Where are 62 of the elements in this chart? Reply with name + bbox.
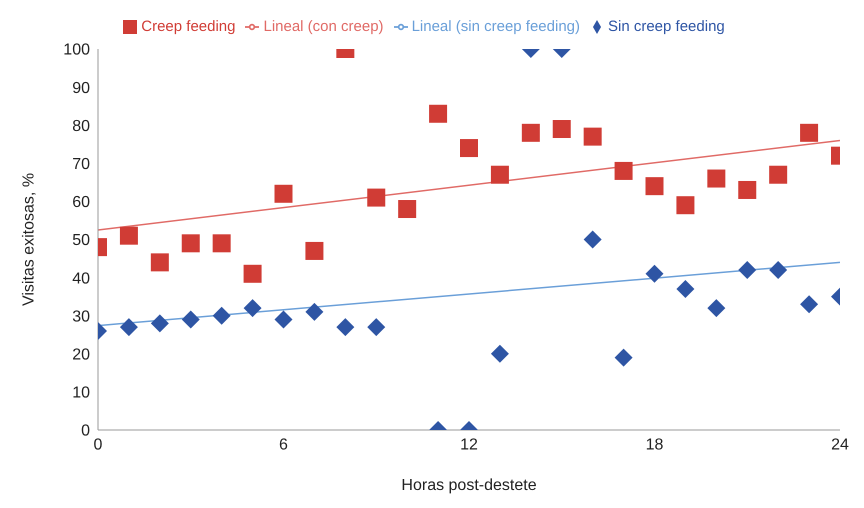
point <box>150 314 169 332</box>
point <box>305 242 324 260</box>
point <box>398 200 416 218</box>
point <box>614 162 633 180</box>
point <box>490 344 509 363</box>
point <box>584 230 602 248</box>
point <box>646 264 664 283</box>
y-tick-label: 20 <box>72 346 90 364</box>
point <box>212 234 231 252</box>
legend-label: Creep feeding <box>141 18 236 35</box>
x-tick-label: 0 <box>94 436 103 454</box>
point <box>738 180 756 199</box>
point <box>274 184 292 203</box>
y-tick-label: 50 <box>72 232 90 250</box>
y-tick-label: 30 <box>72 308 90 326</box>
y-tick-label: 90 <box>72 80 90 97</box>
point <box>707 299 726 318</box>
point <box>614 348 633 367</box>
y-axis-title: Visitas exitosas, % <box>20 172 38 306</box>
point <box>707 170 726 188</box>
point <box>182 310 200 329</box>
y-tick-label: 70 <box>72 156 90 173</box>
point <box>120 318 138 336</box>
point <box>676 196 694 214</box>
point <box>429 104 448 123</box>
legend-label: Sin creep feeding <box>608 18 725 35</box>
y-tick-label: 0 <box>81 422 90 440</box>
y-tick-label: 40 <box>72 270 90 288</box>
x-tick-label: 18 <box>646 436 664 454</box>
legend-label: Lineal (con creep) <box>263 18 384 35</box>
point <box>244 264 262 283</box>
point <box>460 139 478 158</box>
point <box>182 234 200 252</box>
point <box>552 120 571 138</box>
point <box>769 166 788 184</box>
point <box>367 318 386 336</box>
y-tick-label: 100 <box>63 42 90 59</box>
point <box>274 310 292 329</box>
x-tick-label: 24 <box>831 436 849 454</box>
point <box>676 280 694 298</box>
point <box>367 188 386 207</box>
point <box>212 306 231 325</box>
point <box>522 124 540 142</box>
point <box>800 124 818 142</box>
x-axis-title: Horas post-destete <box>401 477 537 494</box>
y-tick-label: 60 <box>72 194 90 212</box>
point <box>584 128 602 146</box>
legend-label: Lineal (sin creep feeding) <box>412 18 580 35</box>
point <box>646 177 664 196</box>
x-tick-label: 12 <box>460 436 478 454</box>
point <box>800 295 818 314</box>
point <box>120 226 138 245</box>
y-tick-label: 10 <box>72 384 90 402</box>
point <box>490 166 509 184</box>
point <box>305 302 324 321</box>
point <box>150 253 169 272</box>
x-tick-label: 6 <box>279 436 288 454</box>
point <box>244 299 262 318</box>
point <box>336 318 354 336</box>
point <box>738 260 756 279</box>
y-tick-label: 80 <box>72 118 90 135</box>
point <box>769 260 788 279</box>
